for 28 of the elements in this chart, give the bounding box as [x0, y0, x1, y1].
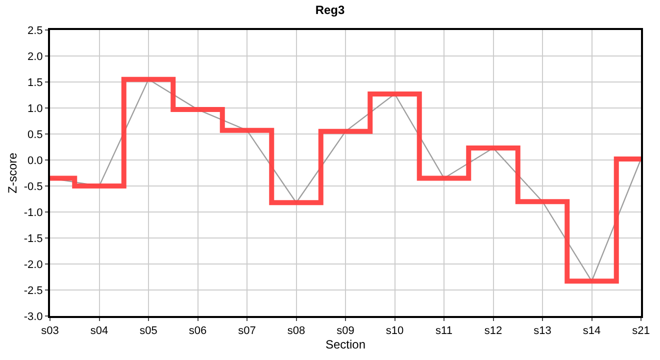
y-tick-label: -1.0: [24, 206, 43, 219]
chart-title: Reg3: [315, 2, 345, 17]
y-tick-label: 1.5: [28, 76, 43, 89]
x-tick-label: s06: [188, 325, 207, 338]
y-tick-label: -2.0: [24, 258, 43, 271]
y-tick-label: 0.5: [28, 128, 43, 141]
y-tick-label: 1.0: [28, 102, 43, 115]
x-tick-label: s05: [140, 325, 158, 338]
x-tick-label: s13: [534, 325, 552, 338]
y-tick-label: 0.0: [28, 154, 43, 167]
x-tick-label: s10: [386, 325, 404, 338]
x-tick-label: s04: [90, 325, 108, 338]
y-tick-label: 2.5: [28, 24, 43, 37]
y-tick-label: -2.5: [24, 284, 43, 297]
x-tick-label: s03: [41, 325, 59, 338]
y-axis-title: Z-score: [6, 152, 20, 194]
x-tick-label: s07: [238, 325, 256, 338]
x-tick-label: s21: [632, 325, 650, 338]
x-tick-label: s09: [336, 325, 354, 338]
x-axis-title: Section: [325, 338, 366, 352]
y-tick-label: 2.0: [28, 50, 43, 63]
x-tick-label: s12: [484, 325, 502, 338]
y-tick-label: -0.5: [24, 180, 43, 193]
x-tick-label: s11: [436, 325, 452, 338]
y-tick-label: -1.5: [24, 232, 43, 245]
x-tick-label: s08: [287, 325, 306, 338]
x-tick-label: s14: [582, 325, 601, 338]
y-tick-label: -3.0: [24, 310, 43, 323]
